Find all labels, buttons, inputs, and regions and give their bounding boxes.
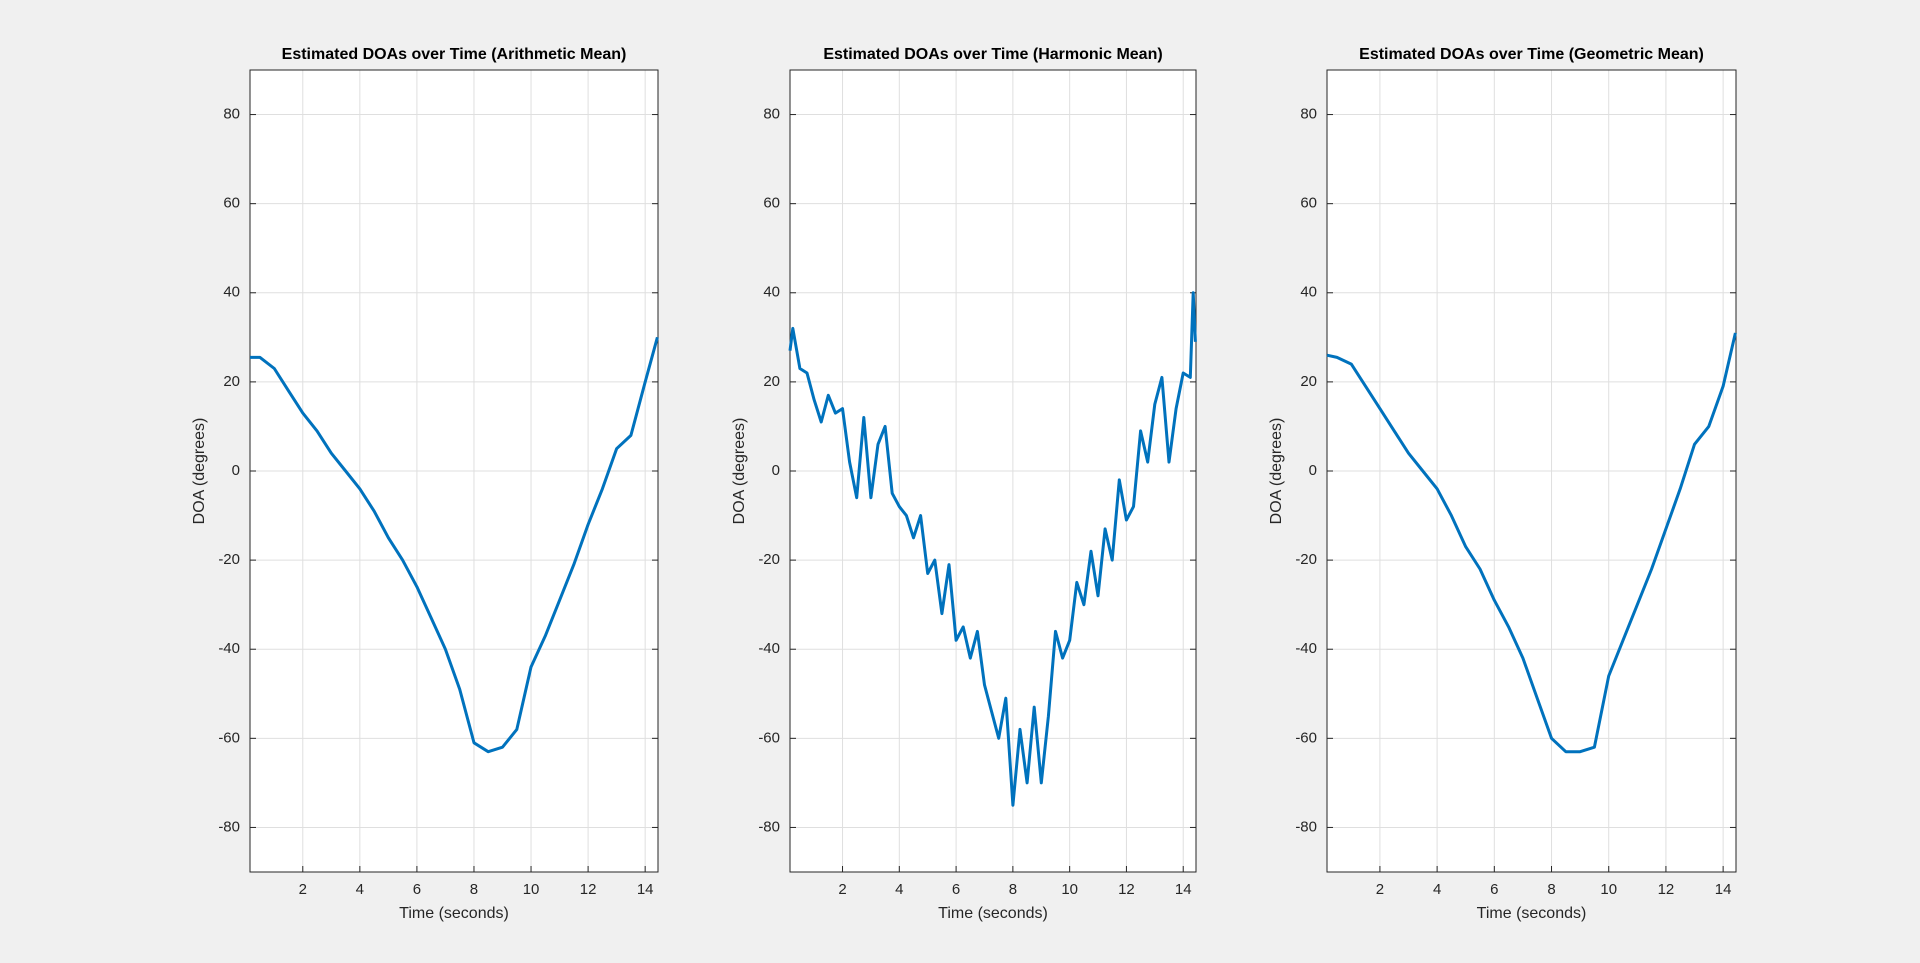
x-tick-label: 4 bbox=[895, 881, 903, 898]
x-tick-label: 8 bbox=[1547, 881, 1555, 898]
y-tick-label: 20 bbox=[223, 373, 240, 390]
y-tick-label: -60 bbox=[218, 729, 240, 746]
y-tick-label: -60 bbox=[758, 729, 780, 746]
axes-frame bbox=[249, 69, 659, 873]
y-tick-label: -20 bbox=[1295, 551, 1317, 568]
axes-frame bbox=[1326, 69, 1737, 873]
data-line bbox=[1326, 332, 1737, 754]
x-tick-label: 12 bbox=[580, 881, 597, 898]
y-axis-label: DOA (degrees) bbox=[1268, 418, 1285, 525]
y-tick-label: 0 bbox=[1309, 462, 1317, 479]
y-tick-label: 20 bbox=[1300, 373, 1317, 390]
y-tick-label: 80 bbox=[223, 106, 240, 123]
y-tick-label: 20 bbox=[763, 373, 780, 390]
data-line bbox=[788, 291, 1197, 807]
y-tick-label: -20 bbox=[758, 551, 780, 568]
x-tick-label: 2 bbox=[1376, 881, 1384, 898]
y-tick-label: -40 bbox=[758, 640, 780, 657]
y-axis-label: DOA (degrees) bbox=[731, 418, 748, 525]
x-tick-label: 4 bbox=[356, 881, 364, 898]
y-tick-label: -80 bbox=[758, 818, 780, 835]
y-tick-label: -80 bbox=[1295, 818, 1317, 835]
x-tick-label: 10 bbox=[1600, 881, 1617, 898]
axes-frame bbox=[789, 69, 1197, 873]
y-tick-label: 60 bbox=[223, 195, 240, 212]
y-axis-label: DOA (degrees) bbox=[191, 418, 208, 525]
y-tick-label: 80 bbox=[763, 106, 780, 123]
x-tick-label: 4 bbox=[1433, 881, 1441, 898]
y-tick-label: -20 bbox=[218, 551, 240, 568]
x-tick-label: 2 bbox=[838, 881, 846, 898]
x-axis-label: Time (seconds) bbox=[1477, 905, 1587, 922]
y-tick-label: 60 bbox=[763, 195, 780, 212]
y-tick-label: -60 bbox=[1295, 729, 1317, 746]
y-tick-label: 60 bbox=[1300, 195, 1317, 212]
x-tick-label: 14 bbox=[637, 881, 654, 898]
x-tick-label: 8 bbox=[1009, 881, 1017, 898]
y-tick-label: 40 bbox=[1300, 284, 1317, 301]
x-tick-label: 8 bbox=[470, 881, 478, 898]
y-tick-label: 40 bbox=[763, 284, 780, 301]
chart-title: Estimated DOAs over Time (Harmonic Mean) bbox=[823, 46, 1162, 63]
y-tick-label: 0 bbox=[772, 462, 780, 479]
data-line bbox=[250, 336, 659, 754]
chart-title: Estimated DOAs over Time (Arithmetic Mea… bbox=[282, 46, 627, 63]
x-tick-label: 6 bbox=[1490, 881, 1498, 898]
y-tick-label: -40 bbox=[218, 640, 240, 657]
y-tick-label: 80 bbox=[1300, 106, 1317, 123]
y-tick-label: 40 bbox=[223, 284, 240, 301]
y-tick-label: 0 bbox=[232, 462, 240, 479]
chart-title: Estimated DOAs over Time (Geometric Mean… bbox=[1359, 46, 1704, 63]
x-tick-label: 2 bbox=[299, 881, 307, 898]
x-tick-label: 10 bbox=[523, 881, 540, 898]
x-tick-label: 6 bbox=[952, 881, 960, 898]
y-tick-label: -80 bbox=[218, 818, 240, 835]
x-tick-label: 10 bbox=[1061, 881, 1078, 898]
x-tick-label: 14 bbox=[1715, 881, 1732, 898]
x-axis-label: Time (seconds) bbox=[938, 905, 1048, 922]
x-tick-label: 14 bbox=[1175, 881, 1192, 898]
x-tick-label: 12 bbox=[1118, 881, 1135, 898]
x-tick-label: 12 bbox=[1658, 881, 1675, 898]
x-tick-label: 6 bbox=[413, 881, 421, 898]
x-axis-label: Time (seconds) bbox=[399, 905, 509, 922]
y-tick-label: -40 bbox=[1295, 640, 1317, 657]
